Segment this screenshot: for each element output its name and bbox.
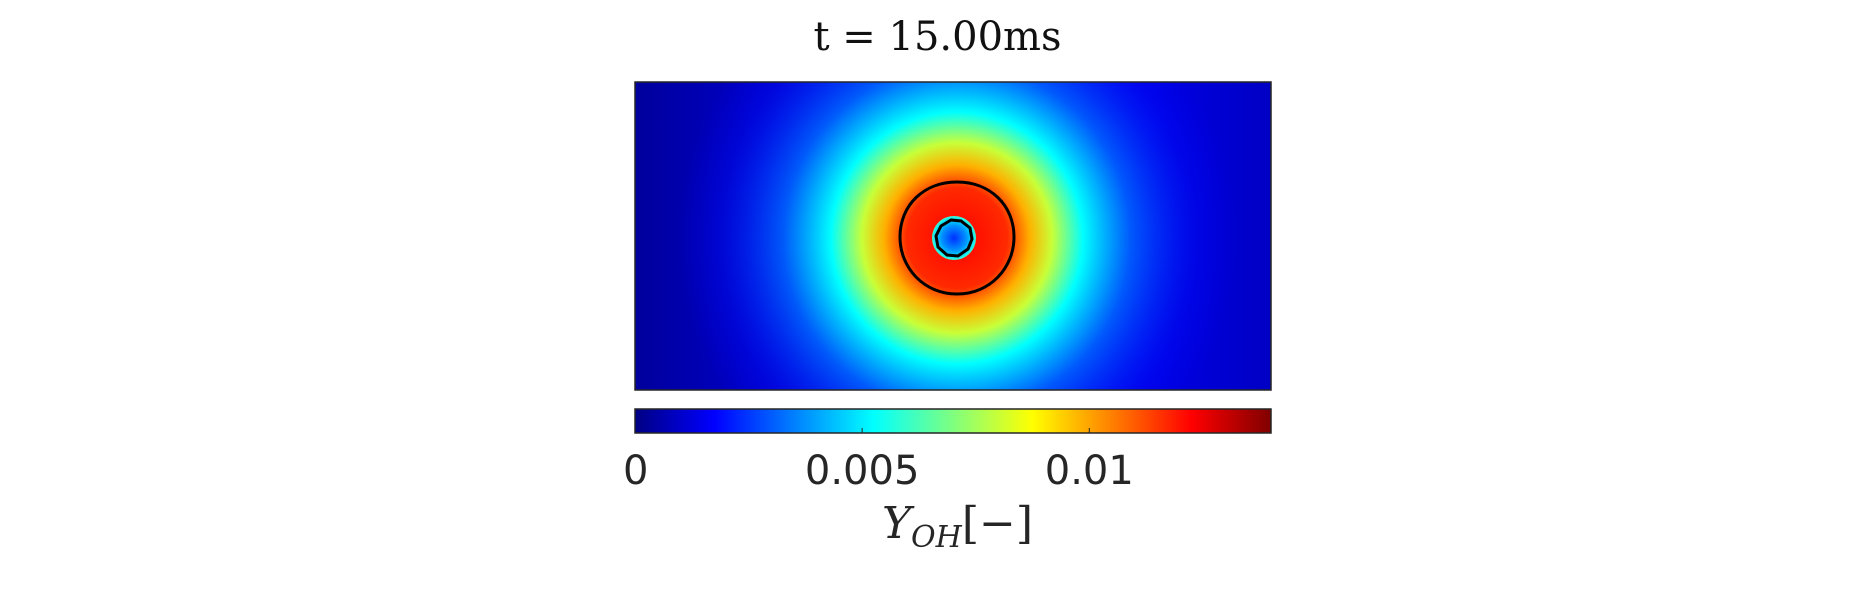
colorbar-tick-label: 0 (623, 448, 648, 494)
cool-kernel (932, 216, 976, 260)
inner-iso-line (934, 218, 974, 258)
plot-area (634, 81, 1272, 391)
colorbar-tick-label: 0.005 (805, 448, 920, 494)
colorbar-label: YOH[−] (882, 498, 1033, 555)
colorbar: 0 0.005 0.01 YOH[−] (623, 408, 1272, 555)
outer-iso-line (898, 180, 1016, 296)
colorbar-frame (634, 408, 1272, 434)
plot-frame (634, 81, 1272, 391)
colorbar-gradient (635, 409, 1271, 433)
chart-title: t = 15.00ms (813, 14, 1062, 60)
colorbar-tick-label: 0.01 (1045, 448, 1134, 494)
